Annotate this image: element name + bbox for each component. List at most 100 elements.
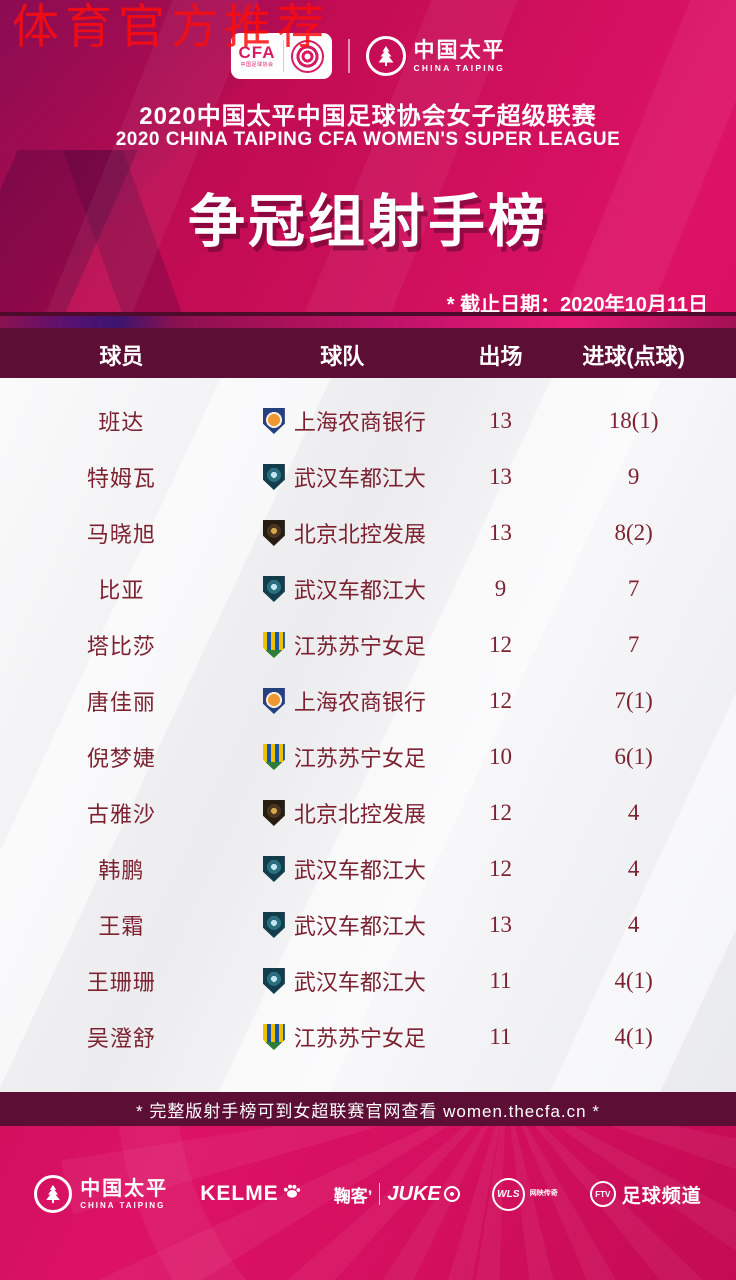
table-row: 王珊珊 武汉车都江大 11 4(1) <box>0 953 736 1009</box>
sponsor-wls: WLS 网映传奇 <box>491 1177 558 1211</box>
team-logo-icon <box>262 912 285 938</box>
appearances-value: 12 <box>488 800 512 825</box>
team-logo-icon <box>262 408 285 434</box>
table-row: 吴澄舒 江苏苏宁女足 11 4(1) <box>0 1009 736 1065</box>
team-name: 江苏苏宁女足 <box>293 746 426 771</box>
china-taiping-logo: 中国太平 CHINA TAIPING <box>365 36 506 76</box>
wls-label: 网映传奇 <box>529 1189 558 1197</box>
appearances-value: 10 <box>488 744 512 769</box>
appearances-value: 13 <box>488 464 512 489</box>
column-header-team: 球队 <box>320 343 365 369</box>
juke-en-label: JUKE <box>387 1182 441 1205</box>
player-name: 韩鹏 <box>98 858 145 883</box>
team-name: 北京北控发展 <box>293 522 426 547</box>
wls-badge-icon: WLS <box>491 1177 525 1211</box>
appearances-value: 13 <box>488 408 512 433</box>
column-header-goals: 进球(点球) <box>582 343 685 369</box>
football-icon <box>443 1186 460 1202</box>
player-name: 班达 <box>98 410 145 435</box>
column-header-player: 球员 <box>99 343 144 369</box>
team-name: 江苏苏宁女足 <box>293 1026 426 1051</box>
table-row: 班达 上海农商银行 13 18(1) <box>0 393 736 449</box>
team-logo-icon <box>262 968 285 994</box>
goals-value: 7 <box>627 576 640 601</box>
sponsor-row: 中国太平 CHINA TAIPING KELME 鞠客’ JUKE WLS 网映… <box>0 1126 736 1280</box>
league-title-en: 2020 CHINA TAIPING CFA WOMEN'S SUPER LEA… <box>115 129 621 150</box>
appearances-value: 9 <box>494 576 507 601</box>
ftv-badge-icon: FTV <box>589 1181 616 1207</box>
goals-value: 4 <box>627 912 640 937</box>
goals-value: 18(1) <box>608 408 659 433</box>
sponsor-taiping-en: CHINA TAIPING <box>80 1200 166 1210</box>
header-logos: CFA 中国足球协会 中国太平 CHINA TAIPING <box>0 30 736 82</box>
cfa-logo: CFA 中国足球协会 <box>230 33 332 79</box>
team-name: 武汉车都江大 <box>293 466 426 491</box>
sponsor-kelme: KELME <box>200 1182 302 1206</box>
juke-divider <box>379 1183 381 1205</box>
league-title-cn: 2020中国太平中国足球协会女子超级联赛 <box>139 103 597 130</box>
paw-icon <box>283 1184 300 1198</box>
sponsor-juke: 鞠客’ JUKE <box>334 1182 460 1207</box>
team-name: 江苏苏宁女足 <box>293 634 426 659</box>
team-logo-icon <box>262 856 285 882</box>
team-logo-icon <box>262 632 285 658</box>
appearances-value: 13 <box>488 520 512 545</box>
goals-value: 4 <box>627 800 640 825</box>
player-name: 王霜 <box>98 914 145 939</box>
appearances-value: 12 <box>488 688 512 713</box>
cutoff-date: * 截止日期：2020年10月11日 <box>446 294 708 316</box>
team-name: 上海农商银行 <box>293 690 426 715</box>
team-logo-icon <box>262 800 285 826</box>
sponsor-china-taiping: 中国太平 CHINA TAIPING <box>34 1175 168 1213</box>
team-logo-icon <box>262 688 285 714</box>
player-name: 古雅沙 <box>86 802 156 827</box>
table-row: 唐佳丽 上海农商银行 12 7(1) <box>0 673 736 729</box>
team-logo-icon <box>262 576 285 602</box>
appearances-value: 12 <box>488 632 512 657</box>
team-name: 北京北控发展 <box>293 802 426 827</box>
logo-separator <box>347 39 350 73</box>
taiping-cn-label: 中国太平 <box>413 38 506 62</box>
divider-stripe <box>0 312 736 331</box>
appearances-value: 12 <box>488 856 512 881</box>
table-row: 倪梦婕 江苏苏宁女足 10 6(1) <box>0 729 736 785</box>
player-name: 王珊珊 <box>86 970 156 995</box>
footer-note: * 完整版射手榜可到女超联赛官网查看 women.thecfa.cn * <box>0 1092 736 1126</box>
team-name: 上海农商银行 <box>293 410 426 435</box>
goals-value: 7 <box>627 632 640 657</box>
sponsor-taiping-cn: 中国太平 <box>80 1177 169 1200</box>
goals-value: 8(2) <box>614 520 653 545</box>
appearances-value: 11 <box>489 968 512 993</box>
goals-value: 4(1) <box>614 1024 653 1049</box>
table-row: 比亚 武汉车都江大 9 7 <box>0 561 736 617</box>
team-name: 武汉车都江大 <box>293 858 426 883</box>
sponsor-football-channel: FTV 足球频道 <box>589 1181 702 1208</box>
kelme-label: KELME <box>200 1182 279 1205</box>
cfa-logo-text: CFA <box>238 43 276 62</box>
page-title: 争冠组射手榜 <box>188 190 548 254</box>
table-row: 塔比莎 江苏苏宁女足 12 7 <box>0 617 736 673</box>
goals-value: 6(1) <box>614 744 653 769</box>
table-row: 王霜 武汉车都江大 13 4 <box>0 897 736 953</box>
football-channel-label: 足球频道 <box>621 1185 702 1207</box>
appearances-value: 11 <box>489 1024 512 1049</box>
table-row: 古雅沙 北京北控发展 12 4 <box>0 785 736 841</box>
taiping-en-label: CHINA TAIPING <box>413 62 505 73</box>
cfa-logo-divider <box>282 40 284 72</box>
player-name: 唐佳丽 <box>86 690 156 715</box>
goals-value: 4(1) <box>614 968 653 993</box>
player-name: 吴澄舒 <box>86 1026 156 1051</box>
goals-value: 4 <box>627 856 640 881</box>
league-emblem-icon <box>290 39 324 73</box>
team-logo-icon <box>262 1024 285 1050</box>
player-name: 比亚 <box>98 578 145 603</box>
player-name: 倪梦婕 <box>86 746 156 771</box>
juke-cn-label: 鞠客’ <box>333 1186 373 1206</box>
goals-value: 7(1) <box>614 688 653 713</box>
taiping-tree-icon <box>34 1175 73 1213</box>
goals-value: 9 <box>627 464 640 489</box>
team-logo-icon <box>262 464 285 490</box>
player-name: 塔比莎 <box>86 634 156 659</box>
taiping-tree-icon <box>365 36 406 76</box>
